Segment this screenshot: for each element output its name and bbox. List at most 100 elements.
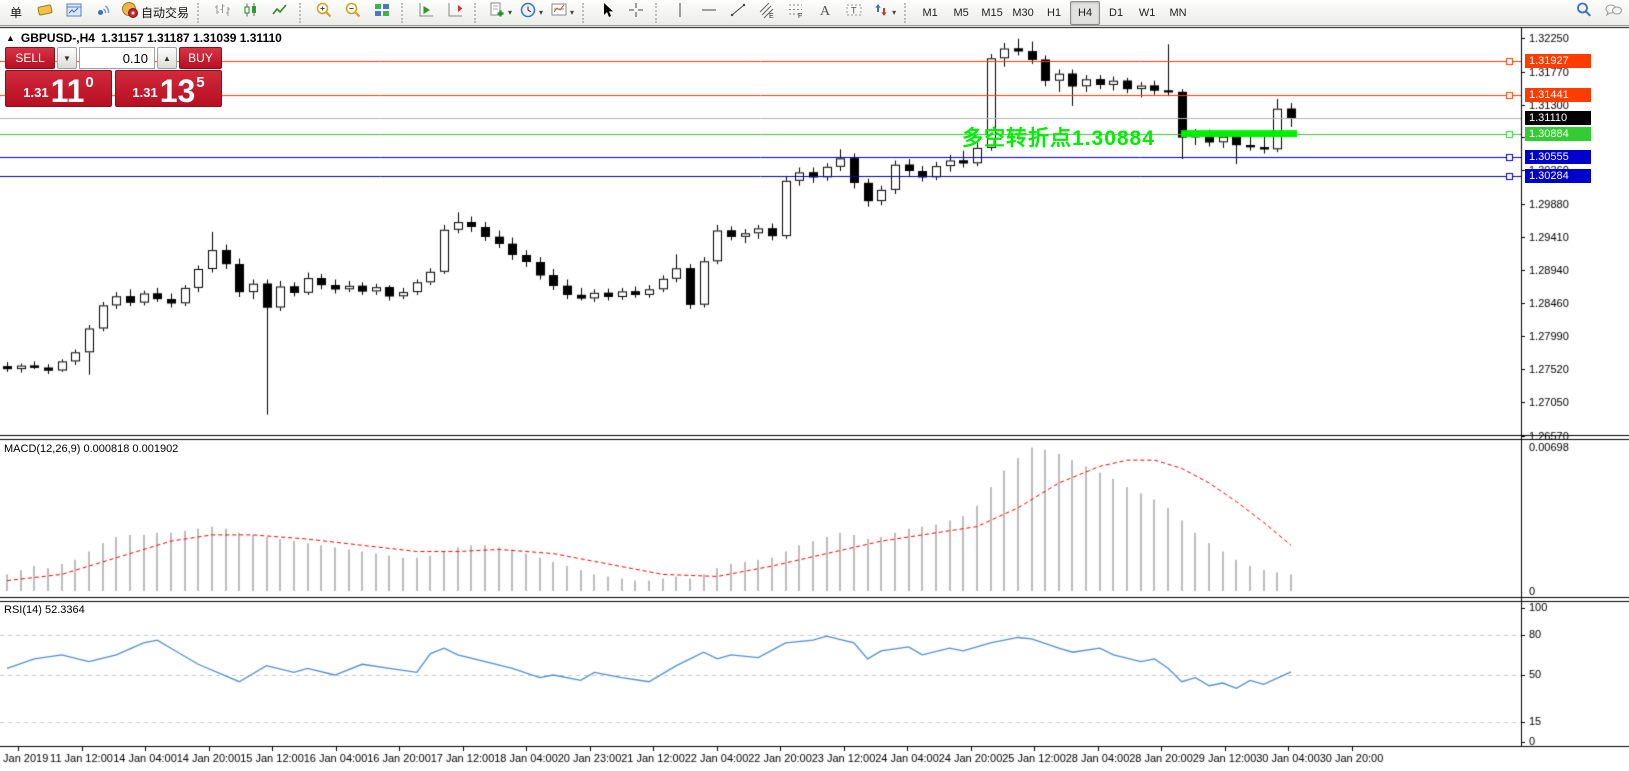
new-order-button-partial-button[interactable]: 单 bbox=[2, 1, 30, 25]
fibonacci-icon: F bbox=[787, 1, 805, 24]
timeframe-h4[interactable]: H4 bbox=[1070, 0, 1101, 25]
sell-price-prefix: 1.31 bbox=[23, 85, 49, 100]
equidistant-channel-icon: E bbox=[758, 1, 776, 24]
horizontal-line-button[interactable] bbox=[695, 1, 723, 25]
search-button[interactable] bbox=[1570, 1, 1598, 25]
chat-icon bbox=[1604, 1, 1622, 24]
auto-scroll-icon bbox=[417, 1, 435, 24]
tile-windows-icon bbox=[373, 1, 391, 24]
bar-chart-button[interactable] bbox=[208, 1, 236, 25]
candlestick-chart-button[interactable] bbox=[237, 1, 265, 25]
pivot-annotation: 多空转折点1.30884 bbox=[962, 127, 1155, 150]
svg-text:A: A bbox=[820, 4, 831, 19]
templates-icon bbox=[550, 1, 568, 24]
price-level-badge: 1.31927 bbox=[1525, 53, 1591, 68]
timeframe-m5[interactable]: M5 bbox=[953, 6, 969, 19]
chevron-down-icon[interactable]: ▾ bbox=[539, 8, 544, 17]
collapse-chart-icon[interactable]: ▲ bbox=[6, 33, 15, 43]
svg-text:F: F bbox=[798, 13, 802, 19]
text-icon: A bbox=[816, 1, 834, 24]
buy-button[interactable]: BUY bbox=[179, 47, 222, 69]
new-chart-icon bbox=[36, 1, 54, 24]
line-chart-icon bbox=[271, 1, 289, 24]
indicators-icon bbox=[488, 1, 506, 24]
volume-up-button[interactable]: ▲ bbox=[157, 47, 177, 69]
buy-price[interactable]: 1.31 13 5 bbox=[115, 70, 222, 107]
toolbar-separator bbox=[904, 2, 910, 23]
chevron-down-icon[interactable]: ▾ bbox=[892, 8, 897, 17]
search-icon bbox=[1575, 1, 1593, 24]
volume-down-button[interactable]: ▼ bbox=[57, 47, 77, 69]
vertical-line-button[interactable] bbox=[666, 1, 694, 25]
timeframe-d1[interactable]: D1 bbox=[1109, 6, 1124, 19]
zoom-out-button[interactable] bbox=[339, 1, 367, 25]
timeframe-h1[interactable]: H1 bbox=[1047, 6, 1062, 19]
text-button[interactable]: A bbox=[811, 1, 839, 25]
horizontal-line-icon bbox=[700, 1, 718, 24]
sell-price[interactable]: 1.31 11 0 bbox=[5, 70, 112, 107]
toolbar-separator bbox=[655, 2, 661, 23]
arrows-icon bbox=[872, 1, 890, 24]
price-level-badge: 1.30884 bbox=[1525, 126, 1591, 141]
symbol-period-label: GBPUSD-,H4 bbox=[20, 31, 95, 45]
sell-button[interactable]: SELL bbox=[5, 47, 55, 69]
autotrading-icon bbox=[121, 1, 139, 24]
one-click-trade-panel: SELL ▼ ▲ BUY 1.31 11 0 1.31 13 5 bbox=[5, 47, 222, 109]
signal-icon bbox=[94, 1, 112, 24]
chart-shift-button[interactable] bbox=[441, 1, 469, 25]
auto-scroll-button[interactable] bbox=[412, 1, 440, 25]
signal-button[interactable] bbox=[89, 1, 117, 25]
autotrading-icon-label: 自动交易 bbox=[141, 6, 190, 20]
timeframe-m1[interactable]: M1 bbox=[922, 6, 938, 19]
toolbar-separator bbox=[299, 2, 305, 23]
crosshair-button[interactable] bbox=[622, 1, 650, 25]
periods-icon bbox=[519, 1, 537, 24]
ohlc-values: 1.31157 1.31187 1.31039 1.31110 bbox=[100, 31, 282, 45]
zoom-in-icon bbox=[315, 1, 333, 24]
equidistant-channel-button[interactable]: E bbox=[753, 1, 781, 25]
timeframe-mn[interactable]: MN bbox=[1169, 6, 1187, 19]
templates-button[interactable]: ▾ bbox=[547, 1, 577, 25]
cursor-icon bbox=[598, 1, 616, 24]
crosshair-icon bbox=[627, 1, 645, 24]
timeframe-w1[interactable]: W1 bbox=[1138, 6, 1156, 19]
price-level-badge: 1.31441 bbox=[1525, 87, 1591, 102]
new-chart-button[interactable] bbox=[31, 1, 59, 25]
svg-text:T: T bbox=[851, 6, 857, 16]
autotrading-button[interactable]: 自动交易 bbox=[118, 1, 192, 25]
arrows-button[interactable]: ▾ bbox=[869, 1, 899, 25]
timeframe-m15[interactable]: M15 bbox=[981, 6, 1003, 19]
terminal-icon bbox=[65, 1, 83, 24]
zoom-in-button[interactable] bbox=[310, 1, 338, 25]
indicators-button[interactable]: ▾ bbox=[485, 1, 515, 25]
bar-chart-icon bbox=[213, 1, 231, 24]
buy-price-main: 13 bbox=[159, 72, 196, 109]
rsi-label: RSI(14) 52.3364 bbox=[4, 604, 85, 616]
buy-price-prefix: 1.31 bbox=[132, 85, 158, 100]
sell-price-pip: 0 bbox=[85, 74, 94, 91]
line-chart-button[interactable] bbox=[266, 1, 294, 25]
chevron-down-icon[interactable]: ▾ bbox=[508, 8, 513, 17]
trendline-button[interactable] bbox=[724, 1, 752, 25]
buy-price-pip: 5 bbox=[196, 74, 205, 91]
chart-header: ▲ GBPUSD-,H4 1.31157 1.31187 1.31039 1.3… bbox=[6, 31, 282, 45]
price-level-badge: 1.30555 bbox=[1525, 149, 1591, 164]
chevron-down-icon[interactable]: ▾ bbox=[570, 8, 575, 17]
volume-input[interactable] bbox=[79, 47, 155, 69]
toolbar-separator bbox=[197, 2, 203, 23]
toolbar: 单 自动交易 ▾ ▾ ▾ E F A T ▾ M1 M5 M15 M30 H1 H4 D1 W1 MN bbox=[0, 0, 1629, 26]
cursor-button[interactable] bbox=[593, 1, 621, 25]
chart-shift-icon bbox=[446, 1, 464, 24]
fibonacci-button[interactable]: F bbox=[782, 1, 810, 25]
text-label-button[interactable]: T bbox=[840, 1, 868, 25]
periods-button[interactable]: ▾ bbox=[516, 1, 546, 25]
toolbar-separator bbox=[401, 2, 407, 23]
vertical-line-icon bbox=[671, 1, 689, 24]
timeframe-m30[interactable]: M30 bbox=[1012, 6, 1034, 19]
tile-windows-button[interactable] bbox=[368, 1, 396, 25]
macd-label: MACD(12,26,9) 0.000818 0.001902 bbox=[4, 443, 179, 455]
terminal-button[interactable] bbox=[60, 1, 88, 25]
chat-button[interactable] bbox=[1599, 1, 1627, 25]
